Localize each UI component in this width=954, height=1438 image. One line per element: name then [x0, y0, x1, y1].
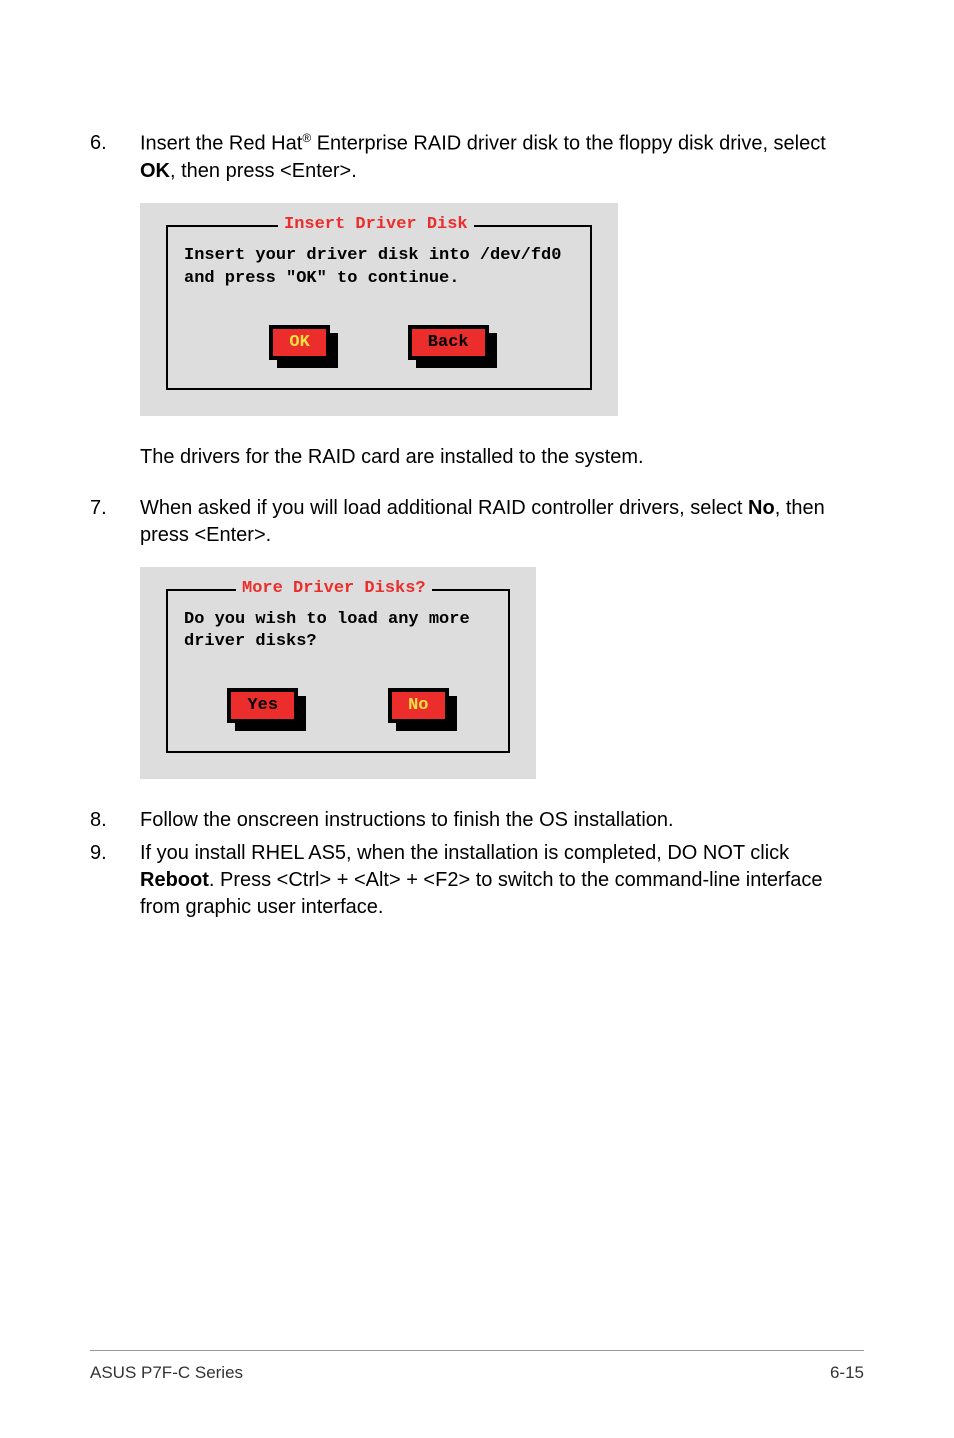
bold-reboot: Reboot: [140, 869, 209, 891]
dialog-title: More Driver Disks?: [236, 579, 432, 598]
text: , then press <Enter>.: [170, 160, 357, 182]
step-8: 8. Follow the onscreen instructions to f…: [90, 807, 864, 834]
step-number: 7.: [90, 495, 108, 549]
step-body: Follow the onscreen instructions to fini…: [140, 807, 864, 834]
ok-button[interactable]: OK: [269, 325, 329, 360]
dialog-buttons: OK Back: [184, 325, 574, 360]
back-button-label: Back: [408, 325, 489, 360]
dialog-title: Insert Driver Disk: [278, 215, 474, 234]
step-body: Insert the Red Hat® Enterprise RAID driv…: [140, 130, 864, 185]
text: When asked if you will load additional R…: [140, 497, 748, 519]
no-button-label: No: [388, 688, 448, 723]
back-button[interactable]: Back: [408, 325, 489, 360]
step-7: 7. When asked if you will load additiona…: [90, 495, 864, 549]
yes-button[interactable]: Yes: [227, 688, 298, 723]
step-9: 9. If you install RHEL AS5, when the ins…: [90, 840, 864, 921]
step-body: If you install RHEL AS5, when the instal…: [140, 840, 864, 921]
dialog-frame: Do you wish to load any more driver disk…: [166, 589, 510, 754]
text: Insert the Red Hat: [140, 133, 302, 155]
no-button[interactable]: No: [388, 688, 448, 723]
insert-driver-disk-dialog: Insert Driver Disk Insert your driver di…: [140, 203, 618, 416]
bold-no: No: [748, 497, 775, 519]
yes-button-label: Yes: [227, 688, 298, 723]
more-driver-disks-dialog: More Driver Disks? Do you wish to load a…: [140, 567, 536, 780]
dialog-body: Insert your driver disk into /dev/fd0 an…: [184, 245, 574, 291]
step-number: 8.: [90, 807, 108, 834]
registered-mark: ®: [302, 131, 311, 145]
dialog-frame: Insert your driver disk into /dev/fd0 an…: [166, 225, 592, 390]
dialog-buttons: Yes No: [184, 688, 492, 723]
step-number: 6.: [90, 130, 108, 185]
page-footer: ASUS P7F-C Series 6-15: [90, 1350, 864, 1383]
footer-left: ASUS P7F-C Series: [90, 1363, 243, 1383]
text: . Press <Ctrl> + <Alt> + <F2> to switch …: [140, 869, 823, 918]
step-body: When asked if you will load additional R…: [140, 495, 864, 549]
text: If you install RHEL AS5, when the instal…: [140, 842, 789, 864]
step-number: 9.: [90, 840, 108, 921]
drivers-installed-text: The drivers for the RAID card are instal…: [140, 444, 864, 471]
ok-button-label: OK: [269, 325, 329, 360]
footer-right: 6-15: [830, 1363, 864, 1383]
dialog-body: Do you wish to load any more driver disk…: [184, 609, 492, 655]
text: Enterprise RAID driver disk to the flopp…: [311, 133, 826, 155]
step-6: 6. Insert the Red Hat® Enterprise RAID d…: [90, 130, 864, 185]
bold-ok: OK: [140, 160, 170, 182]
